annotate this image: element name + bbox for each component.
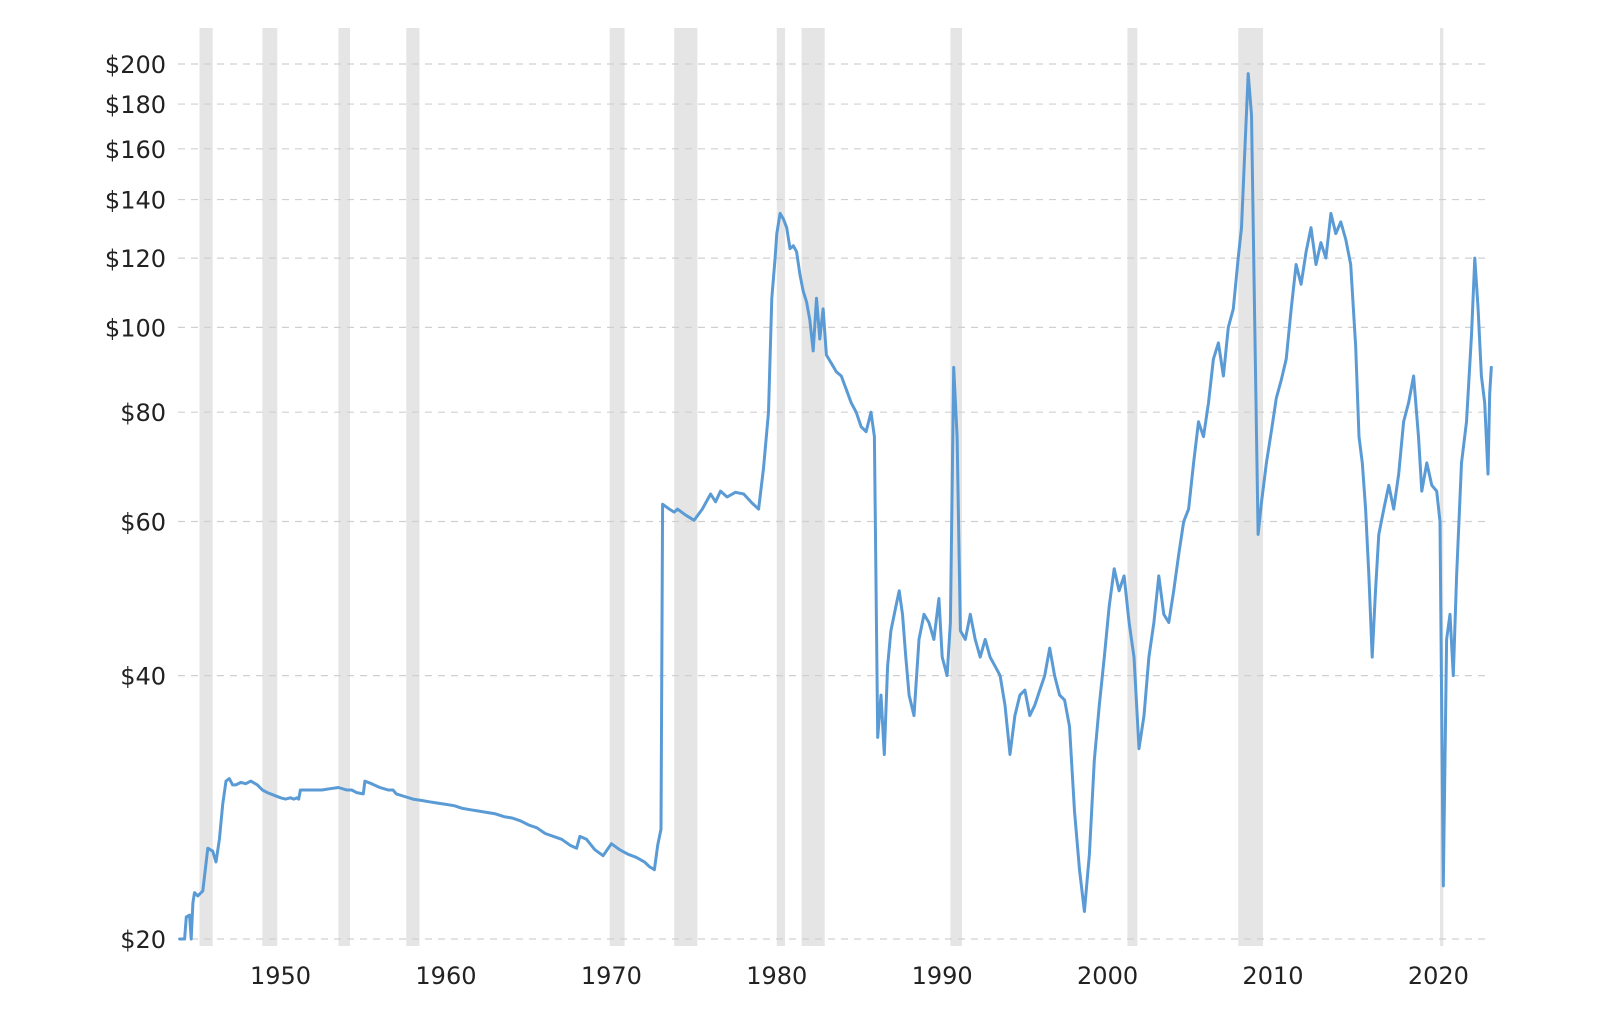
series-line <box>178 72 1493 941</box>
x-tick-label: 1990 <box>912 962 973 990</box>
gridlines <box>178 63 1490 940</box>
shaded-period-3 <box>338 28 351 946</box>
x-tick-label: 1960 <box>415 962 476 990</box>
x-axis-ticks: 1950 1960 1970 1980 1990 2000 2010 2020 <box>250 962 1469 990</box>
shaded-period-11 <box>1238 28 1264 946</box>
y-tick-label: $80 <box>120 399 166 427</box>
shaded-period-12 <box>1440 28 1444 946</box>
y-tick-label: $40 <box>120 663 166 691</box>
shaded-period-5 <box>609 28 625 946</box>
shaded-period-9 <box>950 28 963 946</box>
x-tick-label: 1950 <box>250 962 311 990</box>
shaded-period-7 <box>776 28 786 946</box>
x-tick-label: 2020 <box>1408 962 1469 990</box>
y-tick-label: $20 <box>120 926 166 954</box>
y-tick-label: $140 <box>105 187 166 215</box>
recession-shading-layer <box>199 28 1444 946</box>
series-layer <box>178 72 1493 941</box>
shaded-period-1 <box>199 28 213 946</box>
shaded-period-2 <box>262 28 278 946</box>
y-tick-label: $100 <box>105 314 166 342</box>
y-tick-label: $160 <box>105 136 166 164</box>
x-tick-label: 2000 <box>1077 962 1138 990</box>
shaded-period-10 <box>1127 28 1138 946</box>
x-tick-label: 1980 <box>746 962 807 990</box>
y-tick-label: $200 <box>105 51 166 79</box>
x-tick-label: 2010 <box>1242 962 1303 990</box>
shaded-period-4 <box>406 28 420 946</box>
y-tick-label: $60 <box>120 509 166 537</box>
y-tick-label: $120 <box>105 245 166 273</box>
shaded-period-6 <box>674 28 698 946</box>
x-tick-label: 1970 <box>581 962 642 990</box>
y-tick-label: $180 <box>105 91 166 119</box>
shaded-period-8 <box>801 28 825 946</box>
y-axis-ticks: $200 $180 $160 $140 $120 $100 $80 $60 $40 $20 <box>105 51 166 954</box>
